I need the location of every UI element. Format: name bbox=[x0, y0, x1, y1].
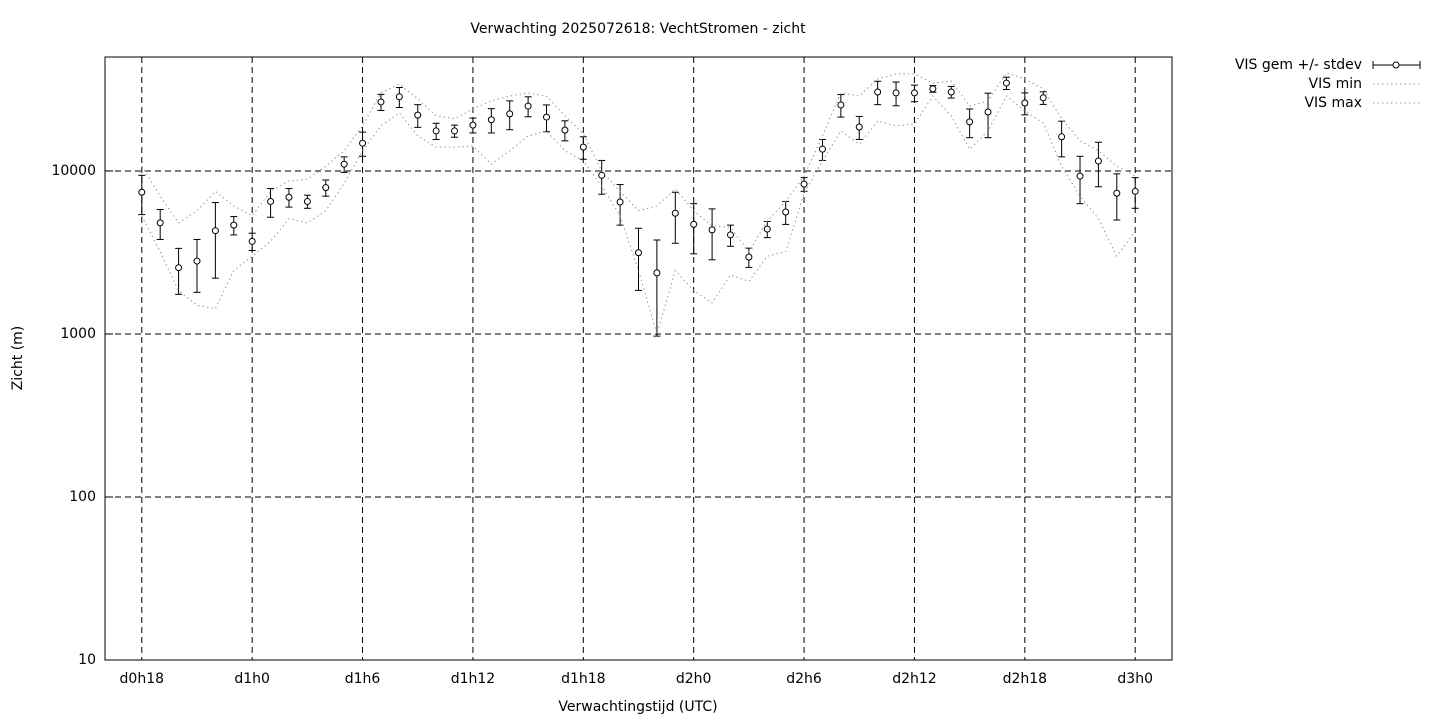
x-tick-label: d1h0 bbox=[234, 671, 270, 687]
y-tick-label: 10000 bbox=[51, 163, 96, 179]
mean-point bbox=[377, 98, 385, 106]
mean-point bbox=[524, 102, 532, 110]
x-tick-label: d2h0 bbox=[676, 671, 712, 687]
mean-point bbox=[892, 89, 900, 97]
mean-point bbox=[598, 171, 606, 179]
mean-point bbox=[726, 231, 734, 239]
x-tick-label: d2h18 bbox=[1003, 671, 1047, 687]
error-bar bbox=[1076, 155, 1084, 205]
mean-point bbox=[1113, 189, 1121, 197]
mean-point bbox=[451, 127, 459, 135]
mean-point bbox=[818, 145, 826, 153]
error-bar bbox=[193, 238, 201, 293]
mean-point bbox=[837, 101, 845, 109]
mean-point bbox=[966, 118, 974, 126]
x-tick-label: d3h0 bbox=[1117, 671, 1153, 687]
plot-frame bbox=[104, 56, 1173, 661]
x-tick-label: d1h18 bbox=[561, 671, 605, 687]
x-axis-title: Verwachtingstijd (UTC) bbox=[558, 699, 717, 715]
mean-point bbox=[745, 253, 753, 261]
range-line bbox=[141, 95, 1136, 336]
mean-point bbox=[322, 184, 330, 192]
mean-point bbox=[267, 197, 275, 205]
y-tick-label: 1000 bbox=[60, 326, 96, 342]
mean-point bbox=[579, 143, 587, 151]
error-bar bbox=[690, 203, 698, 255]
error-bar bbox=[211, 202, 219, 279]
mean-point bbox=[303, 197, 311, 205]
legend-label: VIS max bbox=[1304, 95, 1362, 111]
mean-point bbox=[469, 121, 477, 129]
mean-point bbox=[1021, 99, 1029, 107]
error-bar bbox=[671, 191, 679, 244]
mean-point bbox=[211, 227, 219, 235]
mean-point bbox=[800, 180, 808, 188]
mean-point bbox=[432, 127, 440, 135]
mean-point bbox=[708, 226, 716, 234]
legend-label: VIS gem +/- stdev bbox=[1235, 57, 1362, 73]
mean-point bbox=[175, 264, 183, 272]
y-tick-label: 100 bbox=[69, 489, 96, 505]
legend-swatch bbox=[1392, 61, 1400, 69]
mean-point bbox=[156, 219, 164, 227]
mean-point bbox=[671, 209, 679, 217]
error-bar bbox=[653, 239, 661, 337]
mean-point bbox=[929, 85, 937, 93]
y-tick-label: 10 bbox=[78, 652, 96, 668]
mean-point bbox=[1058, 133, 1066, 141]
chart-title: Verwachting 2025072618: VechtStromen - z… bbox=[470, 21, 806, 37]
mean-point bbox=[561, 126, 569, 134]
mean-point bbox=[193, 257, 201, 265]
mean-point bbox=[230, 221, 238, 229]
x-tick-label: d2h12 bbox=[892, 671, 936, 687]
mean-point bbox=[616, 198, 624, 206]
mean-point bbox=[947, 88, 955, 96]
mean-point bbox=[874, 88, 882, 96]
mean-point bbox=[359, 139, 367, 147]
error-bar bbox=[708, 208, 716, 261]
mean-point bbox=[1039, 94, 1047, 102]
mean-point bbox=[340, 160, 348, 168]
mean-point bbox=[1094, 157, 1102, 165]
mean-point bbox=[1002, 79, 1010, 87]
mean-point bbox=[506, 110, 514, 118]
mean-point bbox=[414, 111, 422, 119]
mean-point bbox=[763, 225, 771, 233]
legend-label: VIS min bbox=[1309, 76, 1362, 92]
y-axis-title: Zicht (m) bbox=[10, 326, 26, 391]
mean-point bbox=[1131, 187, 1139, 195]
mean-point bbox=[782, 208, 790, 216]
x-tick-label: d1h12 bbox=[451, 671, 495, 687]
x-tick-label: d0h18 bbox=[120, 671, 164, 687]
mean-point bbox=[285, 193, 293, 201]
mean-point bbox=[543, 113, 551, 121]
mean-point bbox=[635, 249, 642, 257]
mean-point bbox=[855, 123, 863, 131]
error-bar bbox=[635, 227, 642, 291]
mean-point bbox=[653, 269, 661, 277]
error-bar bbox=[175, 247, 183, 295]
error-bar bbox=[1113, 173, 1121, 221]
mean-point bbox=[138, 188, 146, 196]
mean-point bbox=[248, 237, 256, 245]
mean-point bbox=[1076, 172, 1084, 180]
range-line bbox=[141, 72, 1136, 253]
mean-point bbox=[395, 93, 403, 101]
x-tick-label: d1h6 bbox=[345, 671, 381, 687]
mean-point bbox=[984, 108, 992, 116]
mean-point bbox=[690, 220, 698, 228]
mean-point bbox=[910, 89, 918, 97]
x-tick-label: d2h6 bbox=[786, 671, 822, 687]
mean-point bbox=[487, 116, 495, 124]
